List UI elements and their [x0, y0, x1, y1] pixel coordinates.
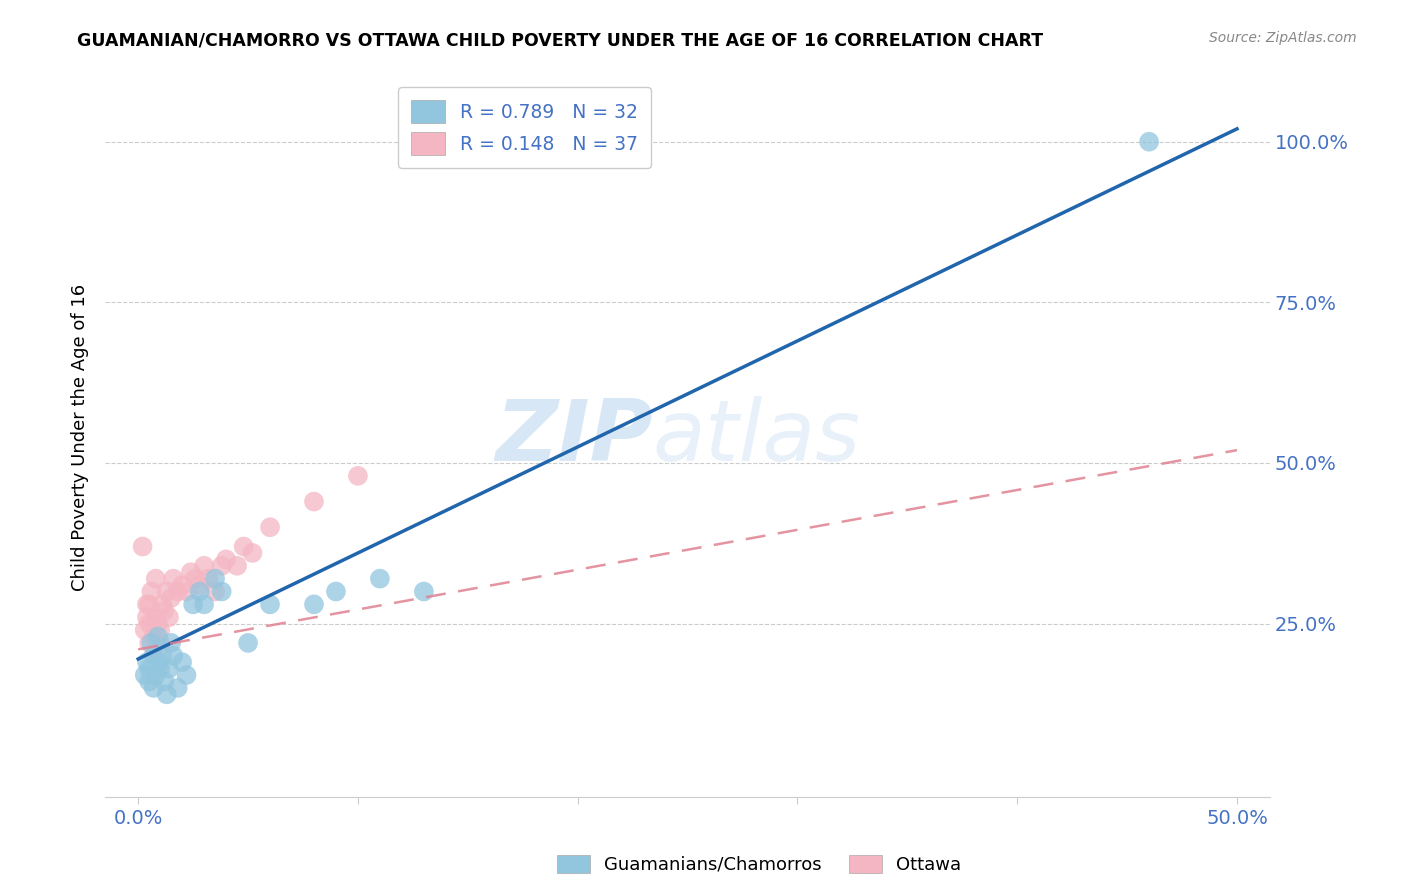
Y-axis label: Child Poverty Under the Age of 16: Child Poverty Under the Age of 16	[72, 284, 89, 591]
Point	[176, 668, 198, 682]
Point	[226, 558, 249, 573]
Point	[142, 648, 165, 663]
Point	[134, 623, 156, 637]
Point	[149, 662, 172, 676]
Point	[232, 540, 254, 554]
Point	[193, 598, 215, 612]
Point	[160, 636, 183, 650]
Point	[188, 584, 211, 599]
Point	[166, 681, 188, 695]
Point	[176, 584, 198, 599]
Point	[236, 636, 259, 650]
Point	[131, 540, 153, 554]
Text: Source: ZipAtlas.com: Source: ZipAtlas.com	[1209, 31, 1357, 45]
Point	[146, 655, 169, 669]
Point	[211, 584, 233, 599]
Point	[197, 572, 219, 586]
Point	[211, 558, 233, 573]
Legend: Guamanians/Chamorros, Ottawa: Guamanians/Chamorros, Ottawa	[548, 846, 970, 883]
Point	[142, 681, 165, 695]
Point	[162, 572, 184, 586]
Point	[156, 584, 179, 599]
Point	[215, 552, 238, 566]
Point	[180, 566, 202, 580]
Point	[138, 616, 160, 631]
Point	[325, 584, 347, 599]
Point	[136, 655, 159, 669]
Point	[204, 584, 226, 599]
Text: GUAMANIAN/CHAMORRO VS OTTAWA CHILD POVERTY UNDER THE AGE OF 16 CORRELATION CHART: GUAMANIAN/CHAMORRO VS OTTAWA CHILD POVER…	[77, 31, 1043, 49]
Point	[157, 610, 180, 624]
Point	[134, 668, 156, 682]
Point	[162, 648, 184, 663]
Point	[150, 648, 173, 663]
Point	[145, 572, 167, 586]
Point	[160, 591, 183, 605]
Point	[242, 546, 264, 560]
Point	[138, 636, 160, 650]
Point	[204, 572, 226, 586]
Point	[149, 636, 172, 650]
Point	[193, 558, 215, 573]
Point	[302, 494, 325, 508]
Point	[153, 674, 176, 689]
Point	[347, 468, 370, 483]
Point	[412, 584, 434, 599]
Point	[157, 662, 180, 676]
Point	[1137, 135, 1160, 149]
Point	[172, 578, 194, 592]
Point	[166, 584, 188, 599]
Point	[259, 598, 281, 612]
Point	[259, 520, 281, 534]
Point	[149, 623, 172, 637]
Text: atlas: atlas	[652, 396, 860, 479]
Point	[138, 662, 160, 676]
Point	[141, 584, 163, 599]
Point	[150, 598, 173, 612]
Point	[188, 578, 211, 592]
Legend: R = 0.789   N = 32, R = 0.148   N = 37: R = 0.789 N = 32, R = 0.148 N = 37	[398, 87, 651, 169]
Point	[368, 572, 391, 586]
Point	[181, 598, 204, 612]
Point	[136, 598, 159, 612]
Point	[146, 630, 169, 644]
Point	[138, 674, 160, 689]
Point	[136, 610, 159, 624]
Point	[172, 655, 194, 669]
Point	[302, 598, 325, 612]
Point	[138, 598, 160, 612]
Point	[153, 604, 176, 618]
Point	[145, 610, 167, 624]
Point	[141, 636, 163, 650]
Point	[146, 616, 169, 631]
Point	[184, 572, 207, 586]
Point	[142, 630, 165, 644]
Point	[156, 687, 179, 701]
Text: ZIP: ZIP	[495, 396, 652, 479]
Point	[145, 668, 167, 682]
